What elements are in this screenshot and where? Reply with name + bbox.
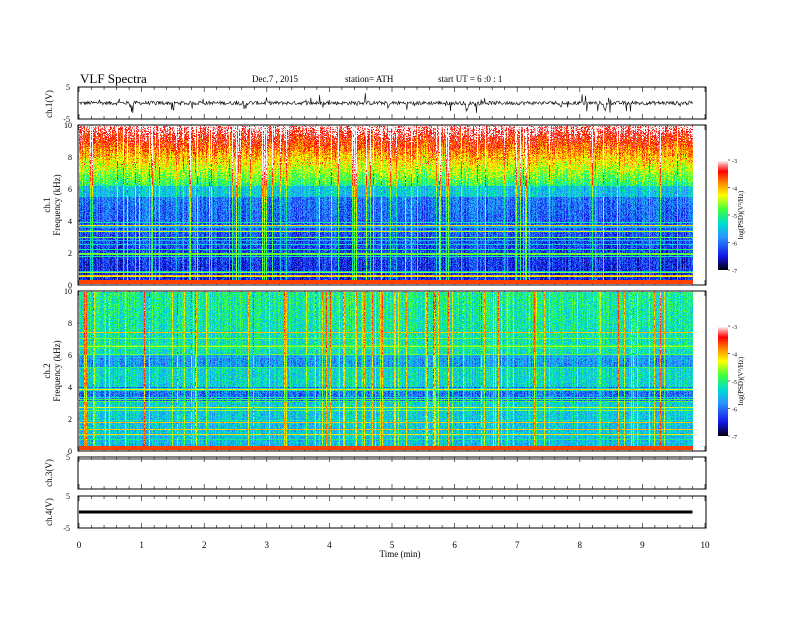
ch2-spectrogram-ytick-5: 10: [64, 287, 72, 296]
ch1-spectrogram-ylabel-channel: ch.1: [42, 197, 52, 212]
x-tick-label-0: 0: [77, 540, 82, 550]
ch1-spectrogram-ytick-0: 0: [68, 281, 72, 290]
x-tick-label-2: 2: [202, 540, 207, 550]
ch2-spectrogram-ytick-4: 8: [68, 319, 72, 328]
ch1-spectrogram-ytick-5: 10: [64, 121, 72, 130]
ch1-spectrogram-ytick-3: 6: [68, 185, 72, 194]
start-time-label: start UT = 6 :0 : 1: [438, 74, 502, 84]
ch1-waveform-ytick-1: -5: [63, 115, 70, 124]
ch2-spectrogram-ytick-0: 0: [68, 447, 72, 456]
ch1-spectrogram-ytick-2: 4: [68, 217, 72, 226]
ch1-waveform-ylabel: ch.1(V): [44, 90, 54, 118]
ch2-colorbar: [718, 326, 728, 436]
date-label: Dec.7 , 2015: [252, 74, 298, 84]
x-tick-label-9: 9: [640, 540, 645, 550]
ch2-colorbar-tick-4: -7: [732, 435, 737, 441]
ch1-colorbar-tick-1: -4: [732, 187, 737, 193]
ch1-colorbar-tick-3: -6: [732, 242, 737, 248]
ch3-waveform-ytick-0: 5: [66, 453, 70, 462]
ch2-colorbar-tick-3: -6: [732, 408, 737, 414]
ch2-colorbar-tick-1: -4: [732, 353, 737, 359]
x-axis-label: Time (min): [380, 549, 421, 559]
x-tick-label-1: 1: [139, 540, 144, 550]
ch1-colorbar-tick-0: -3: [732, 159, 737, 165]
ch4-waveform-ytick-0: 5: [66, 492, 70, 501]
ch1-waveform-ytick-0: 5: [66, 83, 70, 92]
ch3-waveform-ylabel: ch.3(V): [44, 459, 54, 487]
ch2-spectrogram-image: [79, 292, 693, 450]
x-tick-label-8: 8: [578, 540, 583, 550]
ch1-colorbar: [718, 160, 728, 270]
ch2-spectrogram-ylabel-channel: ch.2: [42, 363, 52, 378]
station-label: station= ATH: [345, 74, 394, 84]
figure-title: VLF Spectra: [80, 71, 147, 86]
ch2-spectrogram-ytick-2: 4: [68, 383, 72, 392]
x-tick-label-7: 7: [515, 540, 520, 550]
ch1-spectrogram-ytick-1: 2: [68, 249, 72, 258]
ch1-spectrogram-ytick-4: 8: [68, 153, 72, 162]
ch2-colorbar-tick-2: -5: [732, 380, 737, 386]
ch2-colorbar-label: log(PSD)(V²/Hz): [737, 356, 745, 405]
ch4-waveform-ytick-1: -5: [63, 524, 70, 533]
ch4-waveform-ylabel: ch.4(V): [44, 498, 54, 526]
x-tick-label-6: 6: [452, 540, 457, 550]
ch1-spectrogram-image: [79, 126, 693, 284]
ch2-spectrogram-ytick-1: 2: [68, 415, 72, 424]
ch1-waveform-trace: [78, 93, 693, 114]
x-tick-label-3: 3: [265, 540, 270, 550]
x-tick-label-5: 5: [390, 540, 395, 550]
ch2-spectrogram-ylabel-freq: Frequency (kHz): [52, 340, 62, 401]
ch1-colorbar-tick-2: -5: [732, 214, 737, 220]
x-tick-label-10: 10: [701, 540, 711, 550]
ch2-colorbar-tick-0: -3: [732, 325, 737, 331]
ch1-colorbar-label: log(PSD)(V²/Hz): [737, 190, 745, 239]
ch1-colorbar-tick-4: -7: [732, 269, 737, 275]
ch1-spectrogram-ylabel-freq: Frequency (kHz): [52, 174, 62, 235]
x-tick-label-4: 4: [327, 540, 332, 550]
ch2-spectrogram-ytick-3: 6: [68, 351, 72, 360]
